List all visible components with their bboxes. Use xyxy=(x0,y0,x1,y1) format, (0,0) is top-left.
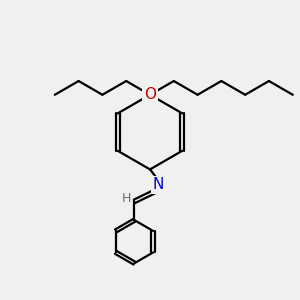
Text: H: H xyxy=(122,193,131,206)
Text: O: O xyxy=(144,87,156,102)
Text: N: N xyxy=(153,177,164,192)
